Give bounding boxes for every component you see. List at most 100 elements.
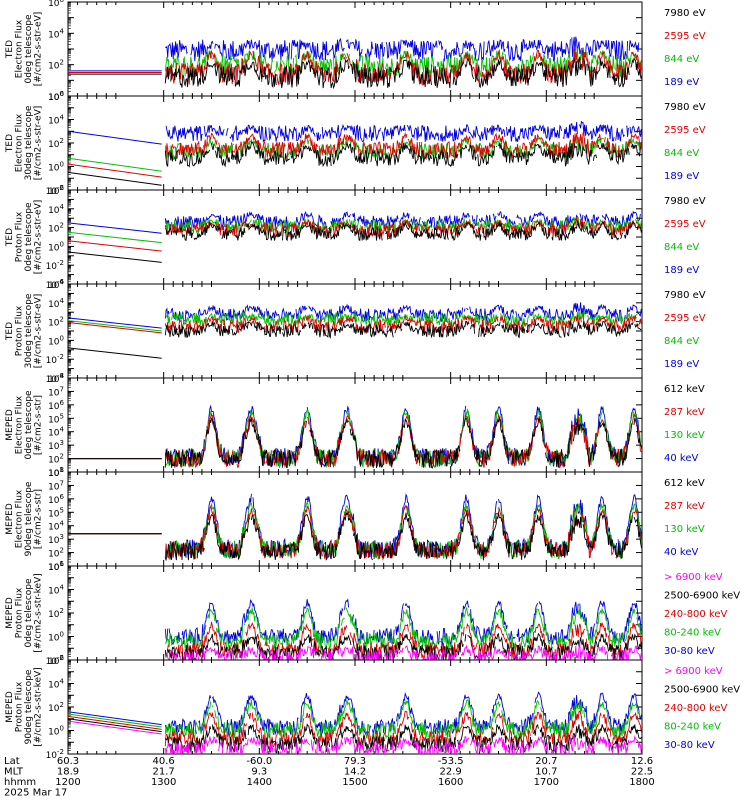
series-group bbox=[68, 120, 642, 186]
footer-value: 18.9 bbox=[57, 767, 79, 778]
y-tick-label: 102 bbox=[48, 137, 64, 150]
legend-label: 2500-6900 keV bbox=[664, 591, 740, 602]
y-axis-label: TED bbox=[5, 228, 15, 247]
legend-label: 2595 eV bbox=[664, 125, 706, 136]
series-group bbox=[164, 598, 642, 660]
footer-date: 2025 Mar 17 bbox=[4, 788, 67, 799]
panel-8: 10-2 100 102 104 106 MEPED Proton Flux 90deg te… bbox=[5, 654, 740, 761]
y-axis-label: MEPED bbox=[5, 503, 15, 535]
y-tick-label: 105 bbox=[48, 412, 64, 425]
y-tick-label: 102 bbox=[48, 607, 64, 620]
y-tick-label: 104 bbox=[48, 678, 64, 691]
footer-value: 1500 bbox=[342, 777, 367, 788]
pregap-line-3080keV bbox=[68, 711, 162, 726]
y-tick-label: 10-2 bbox=[46, 748, 64, 761]
legend-label: 287 keV bbox=[664, 407, 705, 418]
legend-label: 844 eV bbox=[664, 336, 699, 347]
legend-label: 240-800 keV bbox=[664, 703, 728, 714]
footer-row-label: Lat bbox=[4, 756, 20, 767]
pregap-line-6900keV bbox=[68, 720, 162, 735]
legend-label: 130 keV bbox=[664, 430, 705, 441]
trace-6900keV bbox=[164, 734, 642, 754]
series-group bbox=[68, 212, 642, 263]
y-axis-label: Electron Flux bbox=[15, 113, 25, 172]
series-group bbox=[68, 691, 642, 754]
y-axis-label: 0deg telescope bbox=[24, 578, 34, 648]
y-axis-label: MEPED bbox=[5, 691, 15, 723]
pregap-line-2595eV bbox=[68, 163, 162, 178]
y-tick-label: 104 bbox=[48, 520, 64, 533]
legend-label: 30-80 keV bbox=[664, 646, 715, 657]
pregap-line-189eV bbox=[68, 317, 162, 329]
y-tick-label: 107 bbox=[48, 479, 64, 492]
legend-label: 612 keV bbox=[664, 384, 705, 395]
pregap-line-25006900keV bbox=[68, 718, 162, 733]
legend-label: 2500-6900 keV bbox=[664, 685, 740, 696]
y-tick-label: 102 bbox=[48, 701, 64, 714]
y-tick-label: 106 bbox=[48, 0, 64, 9]
footer-value: -60.0 bbox=[246, 756, 272, 767]
panel-frame bbox=[67, 565, 643, 661]
pregap-line-7980eV bbox=[68, 347, 162, 359]
y-axis-label: 0deg telescope bbox=[24, 390, 34, 460]
y-tick-label: 106 bbox=[48, 90, 64, 103]
y-tick-label: 106 bbox=[48, 654, 64, 667]
y-axis-label: Proton Flux bbox=[15, 305, 25, 356]
legend-label: 844 eV bbox=[664, 242, 699, 253]
y-tick-label: 10-4 bbox=[46, 278, 65, 291]
legend-label: 2595 eV bbox=[664, 313, 706, 324]
footer-value: 14.2 bbox=[344, 767, 366, 778]
legend-label: 30-80 keV bbox=[664, 740, 715, 751]
legend-label: 80-240 keV bbox=[664, 722, 721, 733]
y-axis-label: [#/cm2-s-str-keV] bbox=[34, 667, 44, 746]
pregap-line-844eV bbox=[68, 157, 162, 172]
y-tick-label: 105 bbox=[48, 506, 64, 519]
y-axis-label: [#/cm2-s-str] bbox=[34, 395, 44, 455]
trace-6900keV bbox=[166, 642, 642, 660]
y-axis-label: 30deg telescope bbox=[24, 105, 34, 180]
trace-7980eV bbox=[164, 218, 642, 242]
legend-label: 40 keV bbox=[664, 453, 698, 464]
y-axis-label: Proton Flux bbox=[15, 587, 25, 638]
y-tick-label: 108 bbox=[48, 372, 64, 385]
y-tick-label: 108 bbox=[48, 466, 64, 479]
legend-label: 287 keV bbox=[664, 501, 705, 512]
panel-2: 10-2 100 102 104 106 TED Electron Flux 30deg te… bbox=[5, 90, 706, 197]
footer-value: 1400 bbox=[247, 777, 272, 788]
series-group bbox=[68, 302, 642, 359]
y-tick-label: 102 bbox=[48, 222, 64, 235]
y-tick-label: 106 bbox=[48, 399, 64, 412]
pregap-line-189eV bbox=[68, 130, 162, 145]
panel-7: 10-2 100 102 104 106 MEPED Proton Flux 0deg tel… bbox=[5, 560, 740, 667]
footer-row-label: hhmm bbox=[4, 777, 36, 788]
y-tick-label: 103 bbox=[48, 439, 64, 452]
footer-row-label: MLT bbox=[4, 767, 24, 778]
legend-label: 189 eV bbox=[664, 265, 699, 276]
y-tick-label: 100 bbox=[48, 90, 64, 103]
y-tick-label: 104 bbox=[48, 584, 64, 597]
y-axis-label: 90deg telescope bbox=[24, 669, 34, 744]
y-tick-label: 104 bbox=[48, 114, 64, 127]
y-axis-label: Electron Flux bbox=[15, 395, 25, 454]
footer-value: 22.5 bbox=[631, 767, 653, 778]
legend-label: 612 keV bbox=[664, 478, 705, 489]
y-tick-label: 10-2 bbox=[46, 259, 64, 272]
legend-label: 189 eV bbox=[664, 171, 699, 182]
y-tick-label: 106 bbox=[48, 184, 64, 197]
footer-value: -53.5 bbox=[438, 756, 464, 767]
footer-value: 60.3 bbox=[57, 756, 79, 767]
y-tick-label: 102 bbox=[48, 547, 64, 560]
y-tick-label: 10-2 bbox=[46, 654, 64, 667]
y-tick-label: 100 bbox=[48, 725, 64, 738]
y-axis-label: 0deg telescope bbox=[24, 202, 34, 272]
footer-value: 20.7 bbox=[535, 756, 557, 767]
y-tick-label: 101 bbox=[48, 560, 64, 573]
y-axis-label: [#/cm2-s-str-eV] bbox=[34, 294, 44, 369]
trace-7980eV bbox=[164, 56, 642, 90]
pregap-line-844eV bbox=[68, 320, 162, 332]
trace-7980eV bbox=[164, 141, 642, 168]
panel-1: 100 102 104 106 TED Electron Flux 0deg telesco… bbox=[5, 0, 706, 103]
